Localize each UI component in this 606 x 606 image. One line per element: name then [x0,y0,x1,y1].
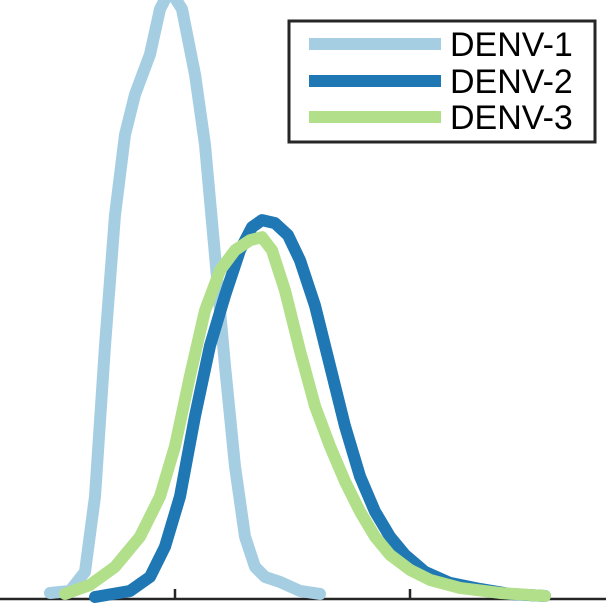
series-layer [44,0,551,603]
legend-label-denv-1: DENV-1 [450,26,573,64]
series-line-denv-1 [44,0,326,600]
legend-label-denv-3: DENV-3 [450,99,573,137]
legend: DENV-1 DENV-2 DENV-3 [287,19,597,144]
series-line-denv-3 [59,231,551,602]
x-axis-ticks [173,589,412,599]
legend-label-denv-2: DENV-2 [450,63,573,101]
